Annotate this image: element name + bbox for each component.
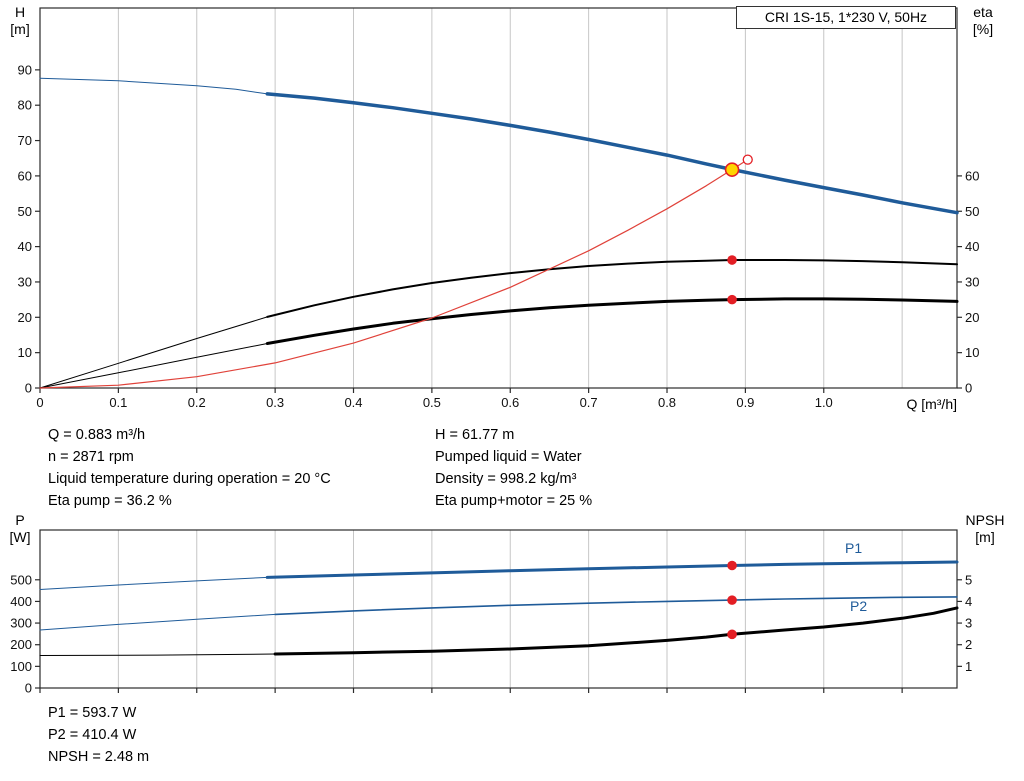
p2-series-label: P2	[850, 598, 868, 614]
svg-text:60: 60	[965, 168, 979, 183]
svg-text:50: 50	[18, 204, 32, 219]
q-axis-label: Q [m³/h]	[906, 396, 957, 412]
svg-text:30: 30	[18, 274, 32, 289]
svg-text:20: 20	[965, 310, 979, 325]
svg-text:0.9: 0.9	[736, 395, 754, 410]
svg-text:60: 60	[18, 168, 32, 183]
svg-text:0: 0	[25, 381, 32, 396]
p-axis-symbol: P	[15, 512, 25, 528]
pump-model-box: CRI 1S-15, 1*230 V, 50Hz	[736, 6, 956, 29]
svg-text:50: 50	[965, 204, 979, 219]
svg-text:80: 80	[18, 98, 32, 113]
svg-text:20: 20	[18, 310, 32, 325]
duty-info-left-column: Q = 0.883 m³/h n = 2871 rpm Liquid tempe…	[48, 424, 331, 512]
info-line-h: H = 61.77 m	[435, 427, 515, 443]
info-line-q: Q = 0.883 m³/h	[48, 427, 146, 443]
info-line-npsh: NPSH = 2.48 m	[48, 749, 150, 765]
eta-axis-title: eta [%]	[958, 4, 1008, 38]
power-npsh-info: P1 = 593.7 W P2 = 410.4 W NPSH = 2.48 m	[48, 702, 149, 768]
h-axis-title: H [m]	[2, 4, 38, 38]
svg-text:0.7: 0.7	[580, 395, 598, 410]
svg-text:300: 300	[10, 616, 32, 631]
svg-text:1: 1	[965, 659, 972, 674]
p-axis-title: P [W]	[2, 512, 38, 546]
eta-axis-unit: [%]	[972, 21, 994, 37]
npsh-axis-title: NPSH [m]	[952, 512, 1018, 546]
svg-text:40: 40	[18, 239, 32, 254]
svg-text:3: 3	[965, 616, 972, 631]
svg-text:0: 0	[965, 381, 972, 396]
npsh-axis-symbol: NPSH	[965, 512, 1005, 528]
svg-text:2: 2	[965, 637, 972, 652]
svg-text:0.6: 0.6	[501, 395, 519, 410]
info-line-eta-total: Eta pump+motor = 25 %	[435, 493, 593, 509]
svg-text:500: 500	[10, 572, 32, 587]
svg-text:0.4: 0.4	[344, 395, 362, 410]
info-line-density: Density = 998.2 kg/m³	[435, 471, 577, 487]
svg-text:10: 10	[965, 345, 979, 360]
info-line-speed: n = 2871 rpm	[48, 449, 134, 465]
svg-text:0: 0	[36, 395, 43, 410]
p1-series-label: P1	[845, 540, 863, 556]
svg-text:40: 40	[965, 239, 979, 254]
h-axis-symbol: H	[14, 4, 26, 20]
h-axis-unit: [m]	[10, 21, 30, 37]
svg-text:200: 200	[10, 637, 32, 652]
svg-text:70: 70	[18, 133, 32, 148]
info-line-p2: P2 = 410.4 W	[48, 727, 137, 743]
info-line-liquid: Pumped liquid = Water	[435, 449, 582, 465]
svg-text:0: 0	[25, 681, 32, 696]
svg-text:100: 100	[10, 659, 32, 674]
duty-info-right-column: H = 61.77 m Pumped liquid = Water Densit…	[435, 424, 592, 512]
svg-text:90: 90	[18, 62, 32, 77]
svg-text:30: 30	[965, 274, 979, 289]
svg-text:400: 400	[10, 594, 32, 609]
svg-text:10: 10	[18, 345, 32, 360]
svg-text:5: 5	[965, 572, 972, 587]
npsh-axis-unit: [m]	[975, 529, 995, 545]
svg-text:1.0: 1.0	[815, 395, 833, 410]
p-axis-unit: [W]	[9, 529, 31, 545]
svg-text:0.8: 0.8	[658, 395, 676, 410]
eta-axis-symbol: eta	[973, 4, 993, 20]
svg-text:0.5: 0.5	[423, 395, 441, 410]
info-line-eta-pump: Eta pump = 36.2 %	[48, 493, 172, 509]
svg-text:4: 4	[965, 594, 972, 609]
svg-text:0.3: 0.3	[266, 395, 284, 410]
svg-text:0.1: 0.1	[109, 395, 127, 410]
svg-text:0.2: 0.2	[188, 395, 206, 410]
info-line-p1: P1 = 593.7 W	[48, 705, 137, 721]
info-line-temperature: Liquid temperature during operation = 20…	[48, 471, 331, 487]
